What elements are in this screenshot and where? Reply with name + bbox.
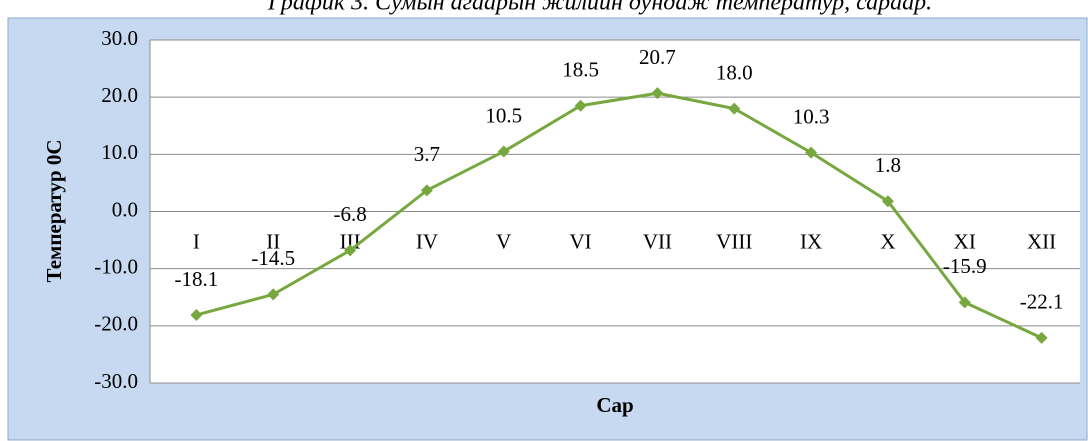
y-tick-label: 30.0 <box>101 26 138 50</box>
data-label: -22.1 <box>1020 290 1064 314</box>
y-axis-title: Температур 0С <box>42 139 66 282</box>
data-label: -15.9 <box>943 254 987 278</box>
y-tick-label: 0.0 <box>112 197 138 221</box>
x-tick-label: I <box>193 229 200 253</box>
x-tick-label: VI <box>569 229 591 253</box>
x-tick-label: V <box>496 229 511 253</box>
marker <box>651 87 664 100</box>
marker <box>728 102 741 115</box>
marker <box>958 296 971 309</box>
marker <box>805 146 818 159</box>
data-label: 10.5 <box>485 103 522 127</box>
data-label: 18.5 <box>562 58 599 82</box>
y-tick-label: -30.0 <box>94 369 138 393</box>
x-tick-label: XI <box>954 229 976 253</box>
x-tick-label: VIII <box>716 229 752 253</box>
x-tick-label: IV <box>416 229 438 253</box>
x-tick-label: X <box>880 229 895 253</box>
marker <box>497 145 510 158</box>
data-label: -6.8 <box>333 202 366 226</box>
data-label: 3.7 <box>414 142 440 166</box>
marker <box>1035 331 1048 344</box>
data-label: 10.3 <box>793 104 830 128</box>
marker <box>881 195 894 208</box>
chart-title: График 3. Сумын агаарын жилийн дундаж те… <box>267 0 932 16</box>
x-tick-label: IX <box>800 229 822 253</box>
x-tick-label: II <box>266 229 280 253</box>
title-background <box>0 0 1088 17</box>
data-label: 1.8 <box>875 153 901 177</box>
y-tick-label: -20.0 <box>94 312 138 336</box>
data-label: 20.7 <box>639 45 676 69</box>
marker <box>267 288 280 301</box>
x-tick-label: XII <box>1027 229 1056 253</box>
y-tick-label: -10.0 <box>94 254 138 278</box>
y-tick-label: 20.0 <box>101 83 138 107</box>
marker <box>574 99 587 112</box>
marker <box>420 184 433 197</box>
marker <box>344 244 357 257</box>
y-tick-label: 10.0 <box>101 140 138 164</box>
data-label: 18.0 <box>716 60 753 84</box>
data-label: -14.5 <box>251 246 295 270</box>
x-axis-title: Сар <box>596 393 633 417</box>
data-label: -18.1 <box>175 267 219 291</box>
line <box>196 91 1043 340</box>
x-tick-label: VII <box>643 229 672 253</box>
marker <box>190 308 203 321</box>
